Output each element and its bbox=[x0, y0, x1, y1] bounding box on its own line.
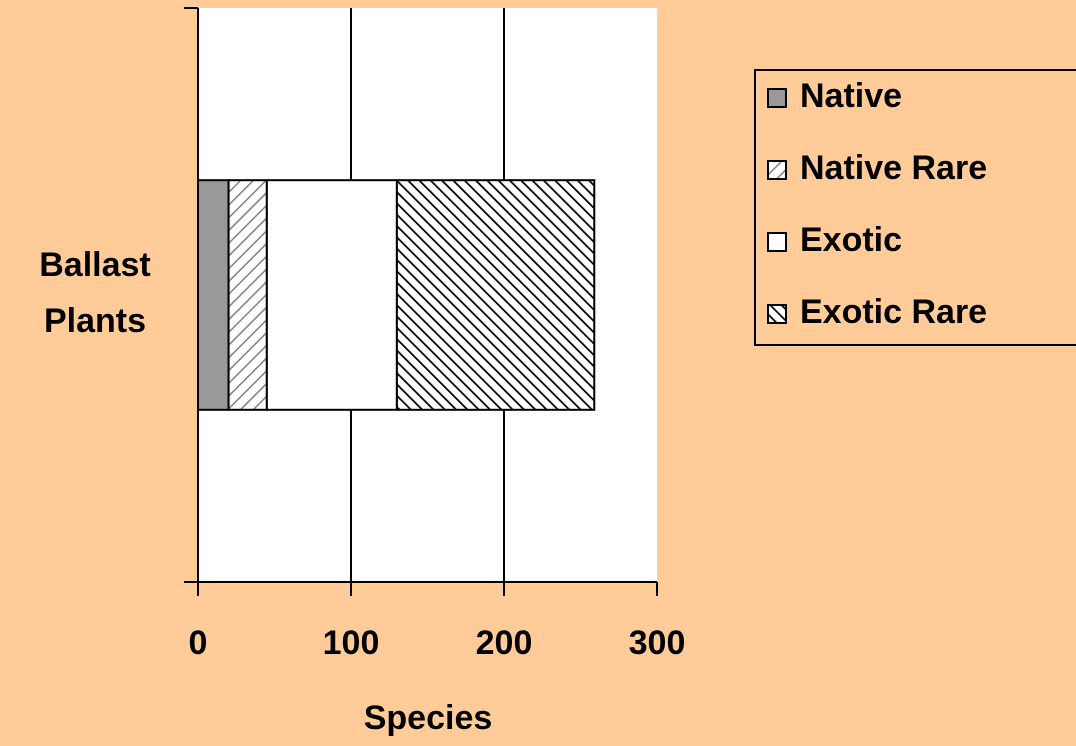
x-tick-label: 300 bbox=[629, 624, 686, 662]
bar-segment bbox=[197, 179, 230, 411]
legend-label: Exotic bbox=[800, 221, 902, 259]
category-label: Ballast Plants bbox=[39, 246, 151, 340]
x-axis-label: Species bbox=[364, 699, 493, 737]
x-tick-label: 0 bbox=[189, 624, 208, 662]
legend-label: Native Rare bbox=[800, 149, 987, 187]
x-tick-label: 200 bbox=[476, 624, 533, 662]
legend-swatch bbox=[767, 160, 787, 180]
bar-segment bbox=[395, 179, 596, 411]
legend-label: Native bbox=[800, 77, 902, 115]
legend-label: Exotic Rare bbox=[800, 293, 987, 331]
legend-swatch bbox=[767, 88, 787, 108]
bar-segment bbox=[265, 179, 398, 411]
bar-segment bbox=[227, 179, 268, 411]
legend-swatch bbox=[767, 232, 787, 252]
legend-swatch bbox=[767, 304, 787, 324]
x-tick-label: 100 bbox=[323, 624, 380, 662]
legend-box bbox=[754, 69, 1076, 346]
